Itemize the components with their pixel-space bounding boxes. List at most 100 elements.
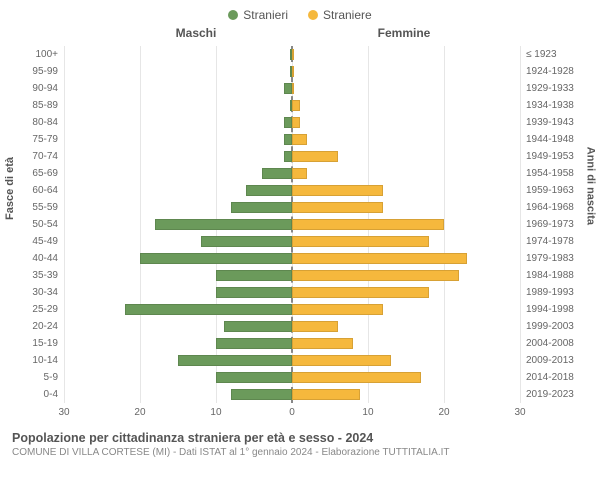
- bar-male: [284, 151, 292, 163]
- yaxis-left-tick: 10-14: [8, 352, 58, 369]
- pyramid-row: [64, 335, 520, 352]
- bar-female: [292, 151, 338, 163]
- yaxis-right-tick: 1929-1933: [526, 80, 592, 97]
- legend-label-female: Straniere: [323, 8, 372, 22]
- legend-label-male: Stranieri: [243, 8, 288, 22]
- header-male: Maschi: [92, 26, 300, 40]
- bar-female: [292, 49, 294, 61]
- pyramid-row: [64, 250, 520, 267]
- bar-female: [292, 202, 383, 214]
- bar-female: [292, 168, 307, 180]
- yaxis-left-tick: 90-94: [8, 80, 58, 97]
- yaxis-left-tick: 45-49: [8, 233, 58, 250]
- yaxis-right-tick: 1954-1958: [526, 165, 592, 182]
- bar-female: [292, 117, 300, 129]
- bar-male: [216, 372, 292, 384]
- pyramid-row: [64, 63, 520, 80]
- xaxis-tick: 10: [210, 407, 221, 418]
- yaxis-left-tick: 80-84: [8, 114, 58, 131]
- xaxis-tick: 20: [134, 407, 145, 418]
- bar-male: [284, 134, 292, 146]
- bar-female: [292, 185, 383, 197]
- yaxis-right-tick: 1959-1963: [526, 182, 592, 199]
- pyramid-row: [64, 165, 520, 182]
- xaxis: 3020100102030: [0, 403, 600, 421]
- yaxis-left-tick: 0-4: [8, 386, 58, 403]
- pyramid-row: [64, 216, 520, 233]
- pyramid-row: [64, 386, 520, 403]
- bar-male: [155, 219, 292, 231]
- yaxis-left: 100+95-9990-9485-8980-8475-7970-7465-696…: [8, 46, 64, 403]
- yaxis-right-tick: 1989-1993: [526, 284, 592, 301]
- pyramid-row: [64, 148, 520, 165]
- header-female: Femmine: [300, 26, 508, 40]
- bar-male: [262, 168, 292, 180]
- yaxis-right-tick: 2014-2018: [526, 369, 592, 386]
- legend-item-female: Straniere: [308, 8, 372, 22]
- pyramid-row: [64, 114, 520, 131]
- yaxis-left-title: Fasce di età: [4, 157, 16, 220]
- bar-male: [224, 321, 292, 333]
- legend-swatch-female: [308, 10, 318, 20]
- yaxis-right-tick: ≤ 1923: [526, 46, 592, 63]
- pyramid-row: [64, 80, 520, 97]
- yaxis-left-tick: 15-19: [8, 335, 58, 352]
- yaxis-right-tick: 1934-1938: [526, 97, 592, 114]
- footer-subtitle: COMUNE DI VILLA CORTESE (MI) - Dati ISTA…: [12, 447, 588, 458]
- xaxis-ticks: 3020100102030: [64, 407, 520, 421]
- bar-female: [292, 100, 300, 112]
- bar-male: [231, 389, 292, 401]
- yaxis-left-tick: 5-9: [8, 369, 58, 386]
- yaxis-right-tick: 2004-2008: [526, 335, 592, 352]
- pyramid-row: [64, 182, 520, 199]
- pyramid-row: [64, 352, 520, 369]
- bar-male: [231, 202, 292, 214]
- yaxis-right-tick: 1964-1968: [526, 199, 592, 216]
- pyramid-row: [64, 369, 520, 386]
- bar-female: [292, 372, 421, 384]
- pyramid-row: [64, 267, 520, 284]
- yaxis-left-tick: 95-99: [8, 63, 58, 80]
- yaxis-right-tick: 1994-1998: [526, 301, 592, 318]
- bar-female: [292, 287, 429, 299]
- bar-rows: [64, 46, 520, 403]
- legend: Stranieri Straniere: [0, 0, 600, 26]
- yaxis-left-tick: 40-44: [8, 250, 58, 267]
- pyramid-row: [64, 233, 520, 250]
- yaxis-right-tick: 1969-1973: [526, 216, 592, 233]
- yaxis-right-tick: 1944-1948: [526, 131, 592, 148]
- xaxis-tick: 30: [514, 407, 525, 418]
- legend-item-male: Stranieri: [228, 8, 288, 22]
- bar-male: [216, 270, 292, 282]
- yaxis-left-tick: 85-89: [8, 97, 58, 114]
- pyramid-row: [64, 284, 520, 301]
- bar-female: [292, 338, 353, 350]
- yaxis-right-tick: 2019-2023: [526, 386, 592, 403]
- chart-area: 100+95-9990-9485-8980-8475-7970-7465-696…: [0, 46, 600, 403]
- bar-female: [292, 219, 444, 231]
- pyramid-row: [64, 301, 520, 318]
- bar-female: [292, 355, 391, 367]
- bar-male: [284, 117, 292, 129]
- bar-female: [292, 389, 360, 401]
- yaxis-right-tick: 1979-1983: [526, 250, 592, 267]
- yaxis-left-tick: 100+: [8, 46, 58, 63]
- yaxis-right-tick: 1984-1988: [526, 267, 592, 284]
- xaxis-tick: 0: [289, 407, 295, 418]
- bar-female: [292, 66, 294, 78]
- bar-female: [292, 236, 429, 248]
- bar-male: [125, 304, 292, 316]
- yaxis-right-tick: 1974-1978: [526, 233, 592, 250]
- pyramid-row: [64, 131, 520, 148]
- bar-male: [216, 338, 292, 350]
- yaxis-left-tick: 25-29: [8, 301, 58, 318]
- yaxis-left-tick: 35-39: [8, 267, 58, 284]
- plot-area: [64, 46, 520, 403]
- yaxis-right-tick: 2009-2013: [526, 352, 592, 369]
- xaxis-tick: 10: [362, 407, 373, 418]
- yaxis-left-tick: 30-34: [8, 284, 58, 301]
- bar-male: [201, 236, 292, 248]
- footer: Popolazione per cittadinanza straniera p…: [0, 421, 600, 458]
- yaxis-right-tick: 1949-1953: [526, 148, 592, 165]
- pyramid-row: [64, 318, 520, 335]
